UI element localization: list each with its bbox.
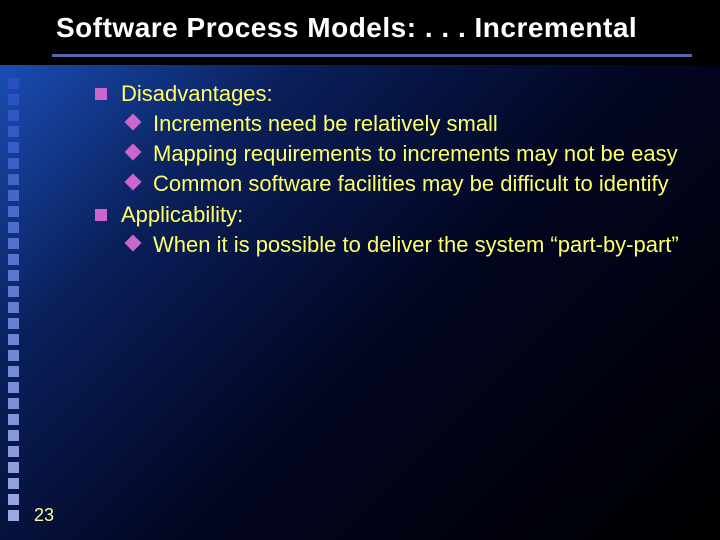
- slide-number: 23: [34, 505, 54, 526]
- side-square-icon: [8, 206, 19, 217]
- side-decoration-squares: [8, 78, 22, 526]
- side-square-icon: [8, 398, 19, 409]
- bullet-level-2: Common software facilities may be diffic…: [95, 170, 685, 198]
- side-square-icon: [8, 190, 19, 201]
- slide-body: Disadvantages: Increments need be relativ…: [95, 80, 685, 261]
- side-square-icon: [8, 366, 19, 377]
- diamond-bullet-icon: [125, 234, 142, 251]
- side-square-icon: [8, 446, 19, 457]
- bullet-text: When it is possible to deliver the syste…: [153, 232, 679, 257]
- bullet-level-1: Applicability:: [95, 201, 685, 229]
- side-square-icon: [8, 478, 19, 489]
- side-square-icon: [8, 334, 19, 345]
- side-square-icon: [8, 430, 19, 441]
- bullet-text: Applicability:: [121, 202, 243, 227]
- slide-title: Software Process Models: . . . Increment…: [56, 12, 720, 44]
- side-square-icon: [8, 174, 19, 185]
- side-square-icon: [8, 302, 19, 313]
- title-underline: [52, 54, 692, 57]
- side-square-icon: [8, 110, 19, 121]
- side-square-icon: [8, 158, 19, 169]
- side-square-icon: [8, 286, 19, 297]
- side-square-icon: [8, 142, 19, 153]
- side-square-icon: [8, 462, 19, 473]
- bullet-text: Disadvantages:: [121, 81, 273, 106]
- side-square-icon: [8, 414, 19, 425]
- side-square-icon: [8, 382, 19, 393]
- bullet-level-2: Increments need be relatively small: [95, 110, 685, 138]
- side-square-icon: [8, 126, 19, 137]
- square-bullet-icon: [95, 209, 107, 221]
- side-square-icon: [8, 78, 19, 89]
- bullet-level-2: Mapping requirements to increments may n…: [95, 140, 685, 168]
- side-square-icon: [8, 318, 19, 329]
- square-bullet-icon: [95, 88, 107, 100]
- bullet-level-1: Disadvantages:: [95, 80, 685, 108]
- bullet-text: Common software facilities may be diffic…: [153, 171, 669, 196]
- side-square-icon: [8, 270, 19, 281]
- side-square-icon: [8, 94, 19, 105]
- side-square-icon: [8, 254, 19, 265]
- diamond-bullet-icon: [125, 114, 142, 131]
- side-square-icon: [8, 222, 19, 233]
- diamond-bullet-icon: [125, 174, 142, 191]
- side-square-icon: [8, 350, 19, 361]
- side-square-icon: [8, 238, 19, 249]
- bullet-level-2: When it is possible to deliver the syste…: [95, 231, 685, 259]
- bullet-text: Increments need be relatively small: [153, 111, 498, 136]
- side-square-icon: [8, 510, 19, 521]
- side-square-icon: [8, 494, 19, 505]
- bullet-text: Mapping requirements to increments may n…: [153, 141, 678, 166]
- diamond-bullet-icon: [125, 144, 142, 161]
